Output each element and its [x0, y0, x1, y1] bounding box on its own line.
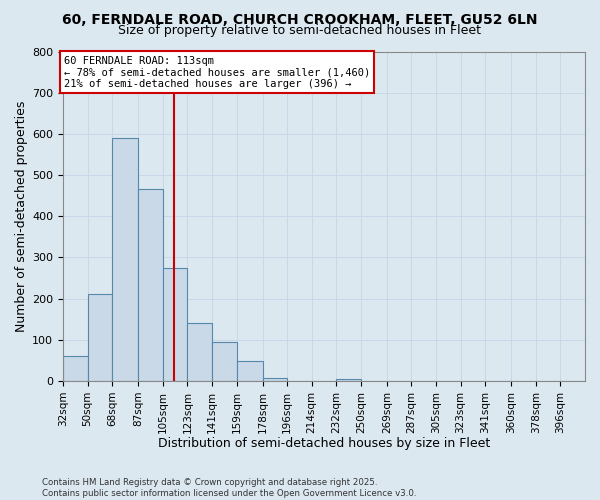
Text: 60, FERNDALE ROAD, CHURCH CROOKHAM, FLEET, GU52 6LN: 60, FERNDALE ROAD, CHURCH CROOKHAM, FLEE… [62, 12, 538, 26]
Bar [337, 379, 361, 381]
Bar [236, 361, 263, 381]
Text: Contains HM Land Registry data © Crown copyright and database right 2025.
Contai: Contains HM Land Registry data © Crown c… [42, 478, 416, 498]
Bar [88, 294, 112, 381]
Text: Size of property relative to semi-detached houses in Fleet: Size of property relative to semi-detach… [119, 24, 482, 37]
Bar [112, 138, 138, 381]
X-axis label: Distribution of semi-detached houses by size in Fleet: Distribution of semi-detached houses by … [158, 437, 490, 450]
Bar [138, 190, 163, 381]
Y-axis label: Number of semi-detached properties: Number of semi-detached properties [15, 100, 28, 332]
Bar [163, 268, 187, 381]
Bar [63, 356, 88, 381]
Bar [187, 324, 212, 381]
Bar [212, 342, 236, 381]
Text: 60 FERNDALE ROAD: 113sqm
← 78% of semi-detached houses are smaller (1,460)
21% o: 60 FERNDALE ROAD: 113sqm ← 78% of semi-d… [64, 56, 370, 89]
Bar [263, 378, 287, 381]
